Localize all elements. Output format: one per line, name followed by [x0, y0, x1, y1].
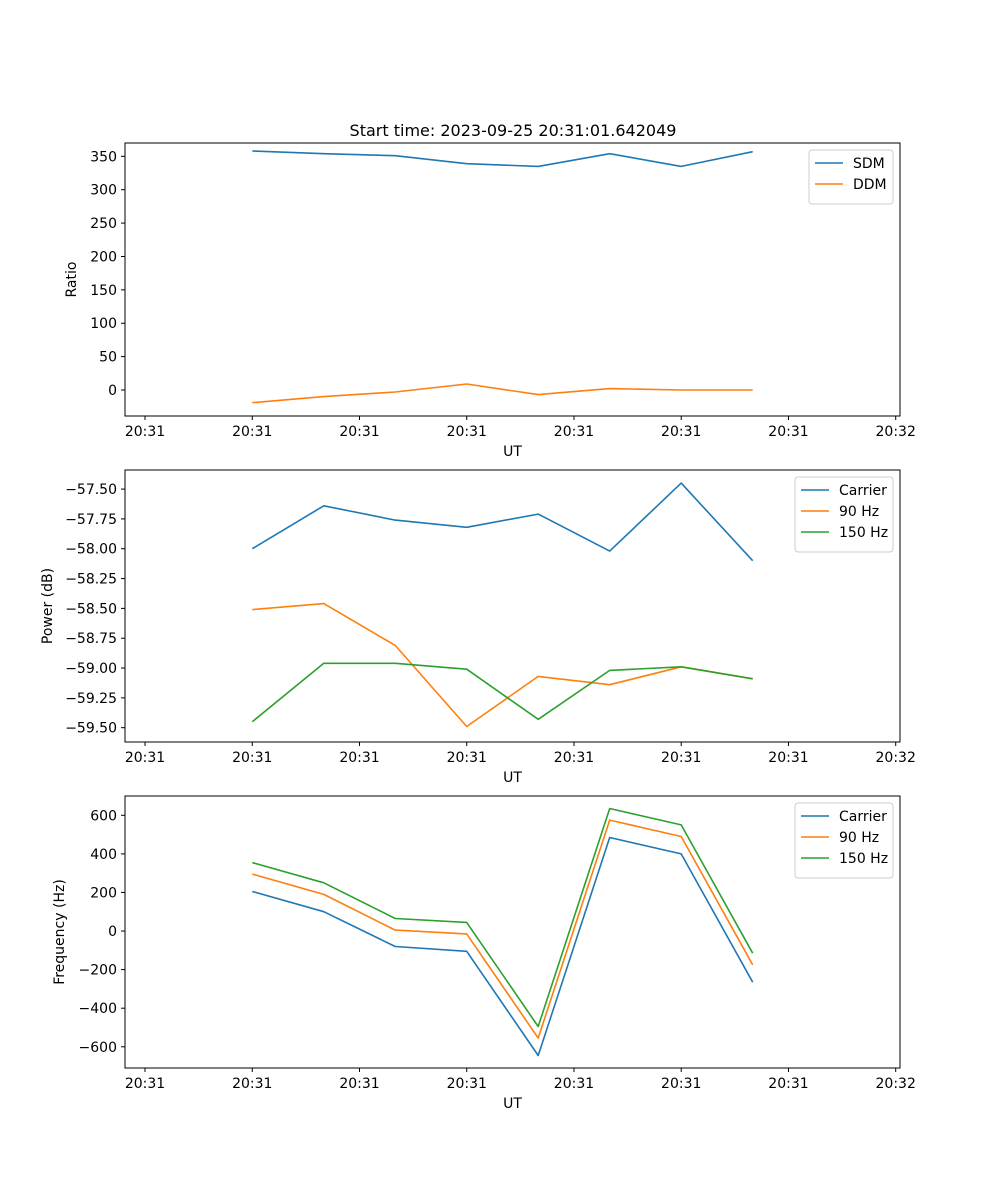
series-line-90-hz [252, 602, 753, 728]
x-tick-label: 20:31 [339, 750, 379, 766]
x-tick-label: 20:31 [768, 750, 808, 766]
y-tick-label: 150 [90, 283, 117, 299]
y-tick-label: −400 [79, 1001, 117, 1017]
y-tick-label: −59.25 [65, 691, 117, 707]
y-axis-label: Ratio [64, 262, 80, 298]
x-tick-label: 20:31 [554, 424, 594, 440]
x-tick-label: 20:31 [232, 1076, 272, 1092]
legend-label-carrier: Carrier [839, 483, 887, 499]
y-axis-label: Power (dB) [40, 568, 56, 644]
x-tick-label: 20:31 [125, 750, 165, 766]
x-tick-label: 20:31 [447, 424, 487, 440]
y-tick-label: −58.00 [65, 542, 117, 558]
x-tick-label: 20:31 [232, 424, 272, 440]
legend-label-sdm: SDM [853, 156, 885, 172]
y-tick-label: 200 [90, 885, 117, 901]
x-tick-label: 20:31 [661, 750, 701, 766]
y-tick-label: −58.75 [65, 631, 117, 647]
y-tick-label: −58.50 [65, 601, 117, 617]
frequency-panel: 20:31 20:31 20:31 20:31 20:31 20:31 20:31 20:32… [52, 795, 916, 1112]
x-axis-label: UT [503, 770, 522, 786]
y-tick-label: 0 [108, 383, 117, 399]
x-tick-label: 20:31 [554, 750, 594, 766]
y-tick-label: 300 [90, 183, 117, 199]
legend-label-90-hz: 90 Hz [839, 830, 879, 846]
legend-label-carrier: Carrier [839, 809, 887, 825]
y-tick-label: 250 [90, 216, 117, 232]
y-tick-label: 0 [108, 924, 117, 940]
legend-label-ddm: DDM [853, 177, 887, 193]
legend-label-150-hz: 150 Hz [839, 525, 888, 541]
x-tick-label: 20:31 [447, 750, 487, 766]
legend: SDM DDM [808, 149, 894, 205]
x-tick-label: 20:32 [876, 1076, 916, 1092]
legend-label-90-hz: 90 Hz [839, 504, 879, 520]
series-line-90-hz [252, 819, 754, 1039]
series-line-ddm [252, 383, 753, 404]
series-line-150-hz [252, 807, 754, 1028]
legend-box [794, 802, 894, 879]
y-tick-label: −57.50 [65, 482, 117, 498]
y-tick-label: 600 [90, 808, 117, 824]
x-axis-label: UT [503, 444, 522, 460]
legend-box [794, 476, 894, 553]
plot-frame [124, 469, 901, 743]
series-line-carrier [251, 482, 754, 562]
x-axis-label: UT [503, 1096, 522, 1112]
x-tick-label: 20:32 [876, 750, 916, 766]
x-tick-label: 20:31 [339, 424, 379, 440]
legend: Carrier 90 Hz 150 Hz [794, 476, 894, 553]
x-tick-label: 20:31 [768, 1076, 808, 1092]
y-tick-label: −57.75 [65, 512, 117, 528]
y-tick-label: 200 [90, 249, 117, 265]
x-tick-label: 20:31 [661, 424, 701, 440]
y-tick-label: −59.50 [65, 721, 117, 737]
x-tick-label: 20:32 [876, 424, 916, 440]
plot-frame [124, 142, 901, 417]
series-line-sdm [252, 150, 753, 168]
x-tick-label: 20:31 [232, 750, 272, 766]
series-line-carrier [252, 836, 754, 1057]
y-axis-label: Frequency (Hz) [52, 879, 68, 985]
chart-title: Start time: 2023-09-25 20:31:01.642049 [350, 121, 677, 140]
y-tick-label: 350 [90, 149, 117, 165]
x-tick-label: 20:31 [125, 1076, 165, 1092]
legend: Carrier 90 Hz 150 Hz [794, 802, 894, 879]
x-tick-label: 20:31 [554, 1076, 594, 1092]
x-tick-label: 20:31 [125, 424, 165, 440]
series-line-150-hz [251, 662, 753, 723]
legend-label-150-hz: 150 Hz [839, 851, 888, 867]
y-tick-label: 100 [90, 316, 117, 332]
x-tick-label: 20:31 [447, 1076, 487, 1092]
y-tick-label: −58.25 [65, 572, 117, 588]
x-tick-label: 20:31 [661, 1076, 701, 1092]
x-tick-label: 20:31 [339, 1076, 379, 1092]
power-panel: 20:31 20:31 20:31 20:31 20:31 20:31 20:31 20:32… [40, 469, 916, 786]
y-tick-label: 400 [90, 847, 117, 863]
plot-frame [124, 795, 901, 1069]
ratio-panel: 20:31 20:31 20:31 20:31 20:31 20:31 20:31 20:32… [64, 142, 916, 460]
x-tick-label: 20:31 [768, 424, 808, 440]
y-tick-label: −600 [79, 1040, 117, 1056]
y-tick-label: 50 [99, 350, 117, 366]
y-tick-label: −200 [79, 963, 117, 979]
y-tick-label: −59.00 [65, 661, 117, 677]
